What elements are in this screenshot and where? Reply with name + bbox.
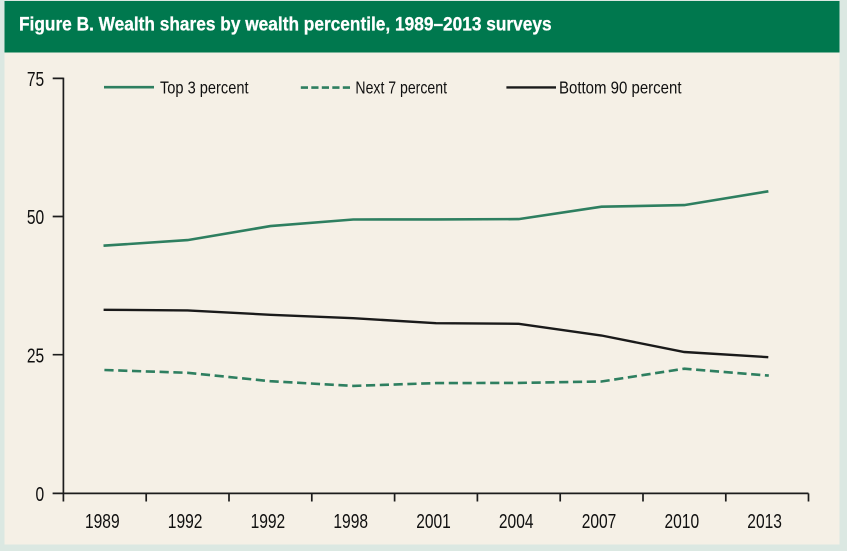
svg-text:2010: 2010	[665, 511, 700, 533]
svg-text:Bottom 90 percent: Bottom 90 percent	[559, 77, 682, 97]
svg-text:2004: 2004	[499, 511, 534, 533]
svg-text:2013: 2013	[747, 511, 782, 533]
svg-text:50: 50	[27, 207, 44, 229]
svg-text:25: 25	[27, 345, 44, 367]
svg-text:Top 3 percent: Top 3 percent	[160, 77, 249, 97]
svg-text:1992: 1992	[251, 511, 286, 533]
svg-text:0: 0	[36, 484, 45, 506]
svg-text:1998: 1998	[333, 511, 368, 533]
svg-text:1989: 1989	[85, 511, 120, 533]
svg-text:1992: 1992	[168, 511, 203, 533]
svg-text:2007: 2007	[582, 511, 617, 533]
svg-text:Next 7 percent: Next 7 percent	[355, 77, 447, 97]
svg-text:Figure B. Wealth shares by wea: Figure B. Wealth shares by wealth percen…	[19, 13, 552, 35]
svg-text:2001: 2001	[416, 511, 451, 533]
svg-text:75: 75	[27, 69, 44, 91]
